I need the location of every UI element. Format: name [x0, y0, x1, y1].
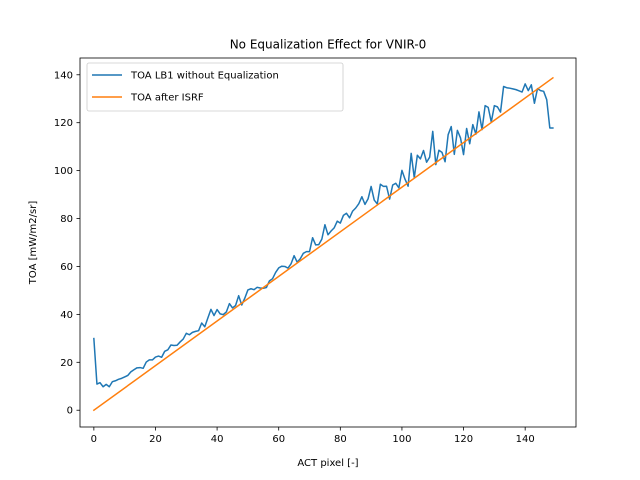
- y-tick-label: 100: [54, 166, 73, 177]
- y-tick-label: 120: [54, 118, 73, 129]
- chart-title: No Equalization Effect for VNIR-0: [230, 38, 427, 52]
- x-axis-label: ACT pixel [-]: [297, 458, 358, 469]
- plot-frame: [79, 57, 577, 428]
- y-axis-label: TOA [mW/m2/sr]: [28, 201, 39, 286]
- x-tick-label: 140: [516, 434, 535, 445]
- x-tick-label: 0: [91, 434, 97, 445]
- x-tick-label: 100: [392, 434, 411, 445]
- legend-label-after-isrf: TOA after ISRF: [130, 93, 204, 104]
- y-tick-label: 140: [54, 70, 73, 81]
- x-tick-label: 40: [211, 434, 224, 445]
- x-tick-label: 80: [334, 434, 347, 445]
- y-axis: 0 20 40 60 80 100 120 140: [54, 70, 80, 417]
- y-tick-label: 40: [60, 310, 73, 321]
- x-tick-label: 20: [149, 434, 162, 445]
- y-tick-label: 80: [60, 214, 73, 225]
- legend-label-without-equalization: TOA LB1 without Equalization: [130, 71, 279, 82]
- series-without-equalization-line: [93, 83, 554, 388]
- legend-frame: [86, 62, 344, 112]
- x-tick-label: 60: [272, 434, 285, 445]
- y-tick-label: 60: [60, 262, 73, 273]
- legend: TOA LB1 without Equalization TOA after I…: [86, 62, 344, 112]
- y-tick-label: 20: [60, 358, 73, 369]
- series-layer: [92, 76, 554, 412]
- x-axis: 0 20 40 60 80 100 120 140: [91, 427, 535, 445]
- y-tick-label: 0: [67, 406, 73, 417]
- series-after-isrf-line: [92, 76, 554, 412]
- x-tick-label: 120: [454, 434, 473, 445]
